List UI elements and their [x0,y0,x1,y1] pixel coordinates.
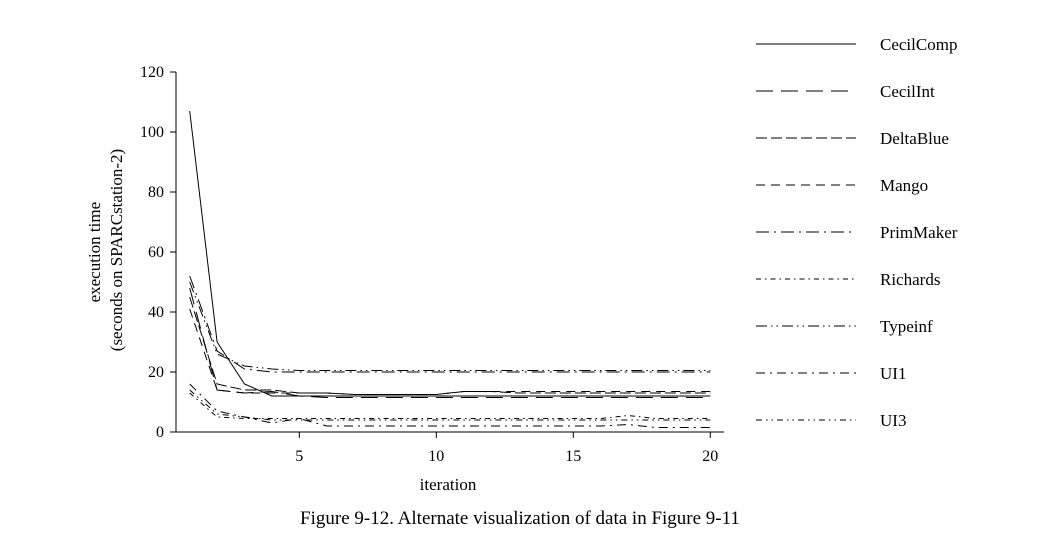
series-line-richards [189,392,711,419]
y-tick-label: 20 [148,364,164,381]
x-tick-label: 20 [702,448,718,465]
x-tick-label: 5 [295,448,303,465]
x-tick-label: 15 [565,448,581,465]
legend-label-ui3: UI3 [880,411,906,430]
figure-caption: Figure 9-12. Alternate visualization of … [300,508,740,529]
y-tick-label: 80 [148,184,164,201]
y-axis-title: execution time (seconds on SPARCstation-… [85,149,126,351]
series-line-cecilcomp [189,110,711,397]
legend-label-primmaker: PrimMaker [880,223,958,242]
series-line-ui1 [189,383,711,428]
axes [175,72,724,433]
legend-label-mango: Mango [880,176,928,195]
y-axis-title-line-2: (seconds on SPARCstation-2) [107,149,126,351]
series-line-primmaker [189,275,711,373]
x-ticks: 5 10 15 20 [295,432,718,465]
x-tick-label: 10 [428,448,444,465]
series-line-deltablue [189,296,711,395]
y-tick-label: 40 [148,304,164,321]
series-line-ui3 [189,389,711,421]
legend-label-typeinf: Typeinf [880,317,933,336]
y-tick-label: 60 [148,244,164,261]
y-axis-title-line-1: execution time [85,202,104,303]
legend-label-richards: Richards [880,270,940,289]
series-line-mango [189,308,711,395]
y-tick-label: 100 [140,124,164,141]
y-tick-label: 120 [140,64,164,81]
legend-label-ui1: UI1 [880,364,906,383]
y-ticks: 0 20 40 60 80 100 120 [140,64,176,441]
legend-label-cecilint: CecilInt [880,82,935,101]
series-line-typeinf [189,281,711,371]
series-line-cecilint [189,287,711,398]
y-tick-label: 0 [156,424,164,441]
legend-label-cecilcomp: CecilComp [880,35,957,54]
legend-label-deltablue: DeltaBlue [880,129,949,148]
x-axis-title: iteration [420,475,477,494]
series-lines [189,110,711,428]
legend: CecilComp CecilInt DeltaBlue Mango PrimMaker… [756,35,958,430]
